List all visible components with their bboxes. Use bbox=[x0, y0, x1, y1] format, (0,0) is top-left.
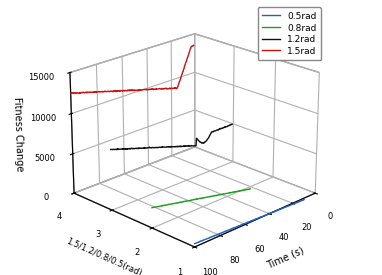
Y-axis label: 1.5/1.2/0.8/0.5(rad): 1.5/1.2/0.8/0.5(rad) bbox=[65, 236, 143, 275]
Legend: 0.5rad, 0.8rad, 1.2rad, 1.5rad: 0.5rad, 0.8rad, 1.2rad, 1.5rad bbox=[257, 7, 321, 60]
X-axis label: Time (s): Time (s) bbox=[265, 245, 306, 270]
